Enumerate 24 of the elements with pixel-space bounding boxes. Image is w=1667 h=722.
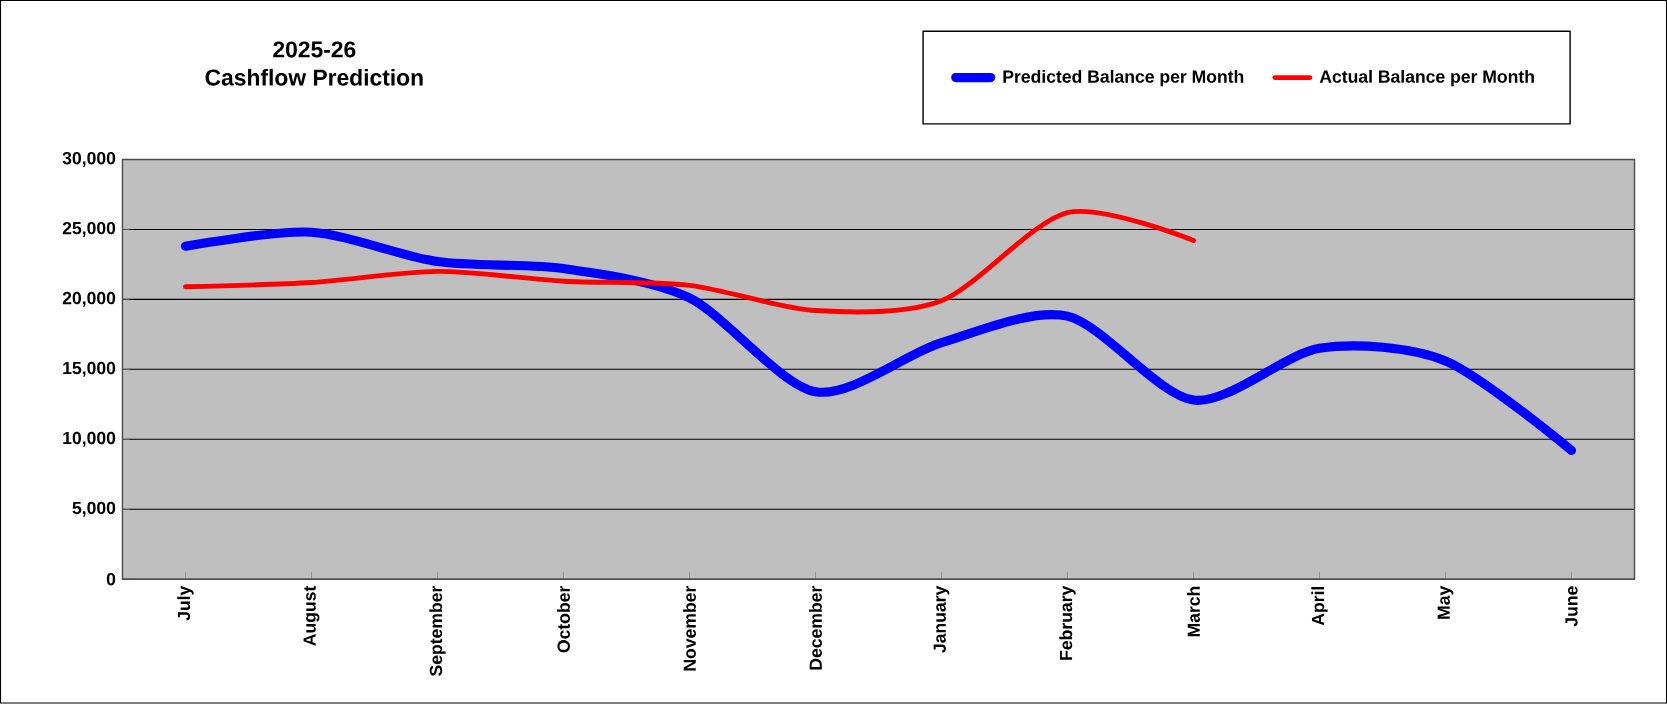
x-tick-label: August <box>303 586 320 647</box>
line-series <box>183 209 1196 315</box>
y-tick-label: 5,000 <box>72 501 116 517</box>
x-tick-label: November <box>683 586 696 671</box>
y-tick-label: 30,000 <box>62 152 116 168</box>
x-tick-label: October <box>557 586 570 653</box>
x-tick-label: December <box>809 586 822 670</box>
legend-label: Predicted Balance per Month <box>1003 70 1244 87</box>
chart-title: 2025-26 <box>273 41 356 58</box>
y-tick-label: 0 <box>106 573 116 586</box>
y-tick-label: 20,000 <box>62 292 116 308</box>
y-tick-label: 25,000 <box>62 222 116 238</box>
x-tick-label: April <box>1311 587 1328 626</box>
x-tick-label: July <box>177 586 194 621</box>
x-tick-label: May <box>1437 586 1454 619</box>
x-tick-label: June <box>1565 586 1578 627</box>
legend-label: Actual Balance per Month <box>1319 70 1534 87</box>
chart-subtitle: Cashflow Prediction <box>205 69 423 86</box>
x-tick-label: January <box>933 586 950 654</box>
x-tick-label: September <box>429 586 446 677</box>
x-tick-label: March <box>1187 587 1200 637</box>
x-tick-label: February <box>1059 586 1076 660</box>
y-tick-label: 10,000 <box>63 432 116 447</box>
y-tick-label: 15,000 <box>63 362 116 378</box>
